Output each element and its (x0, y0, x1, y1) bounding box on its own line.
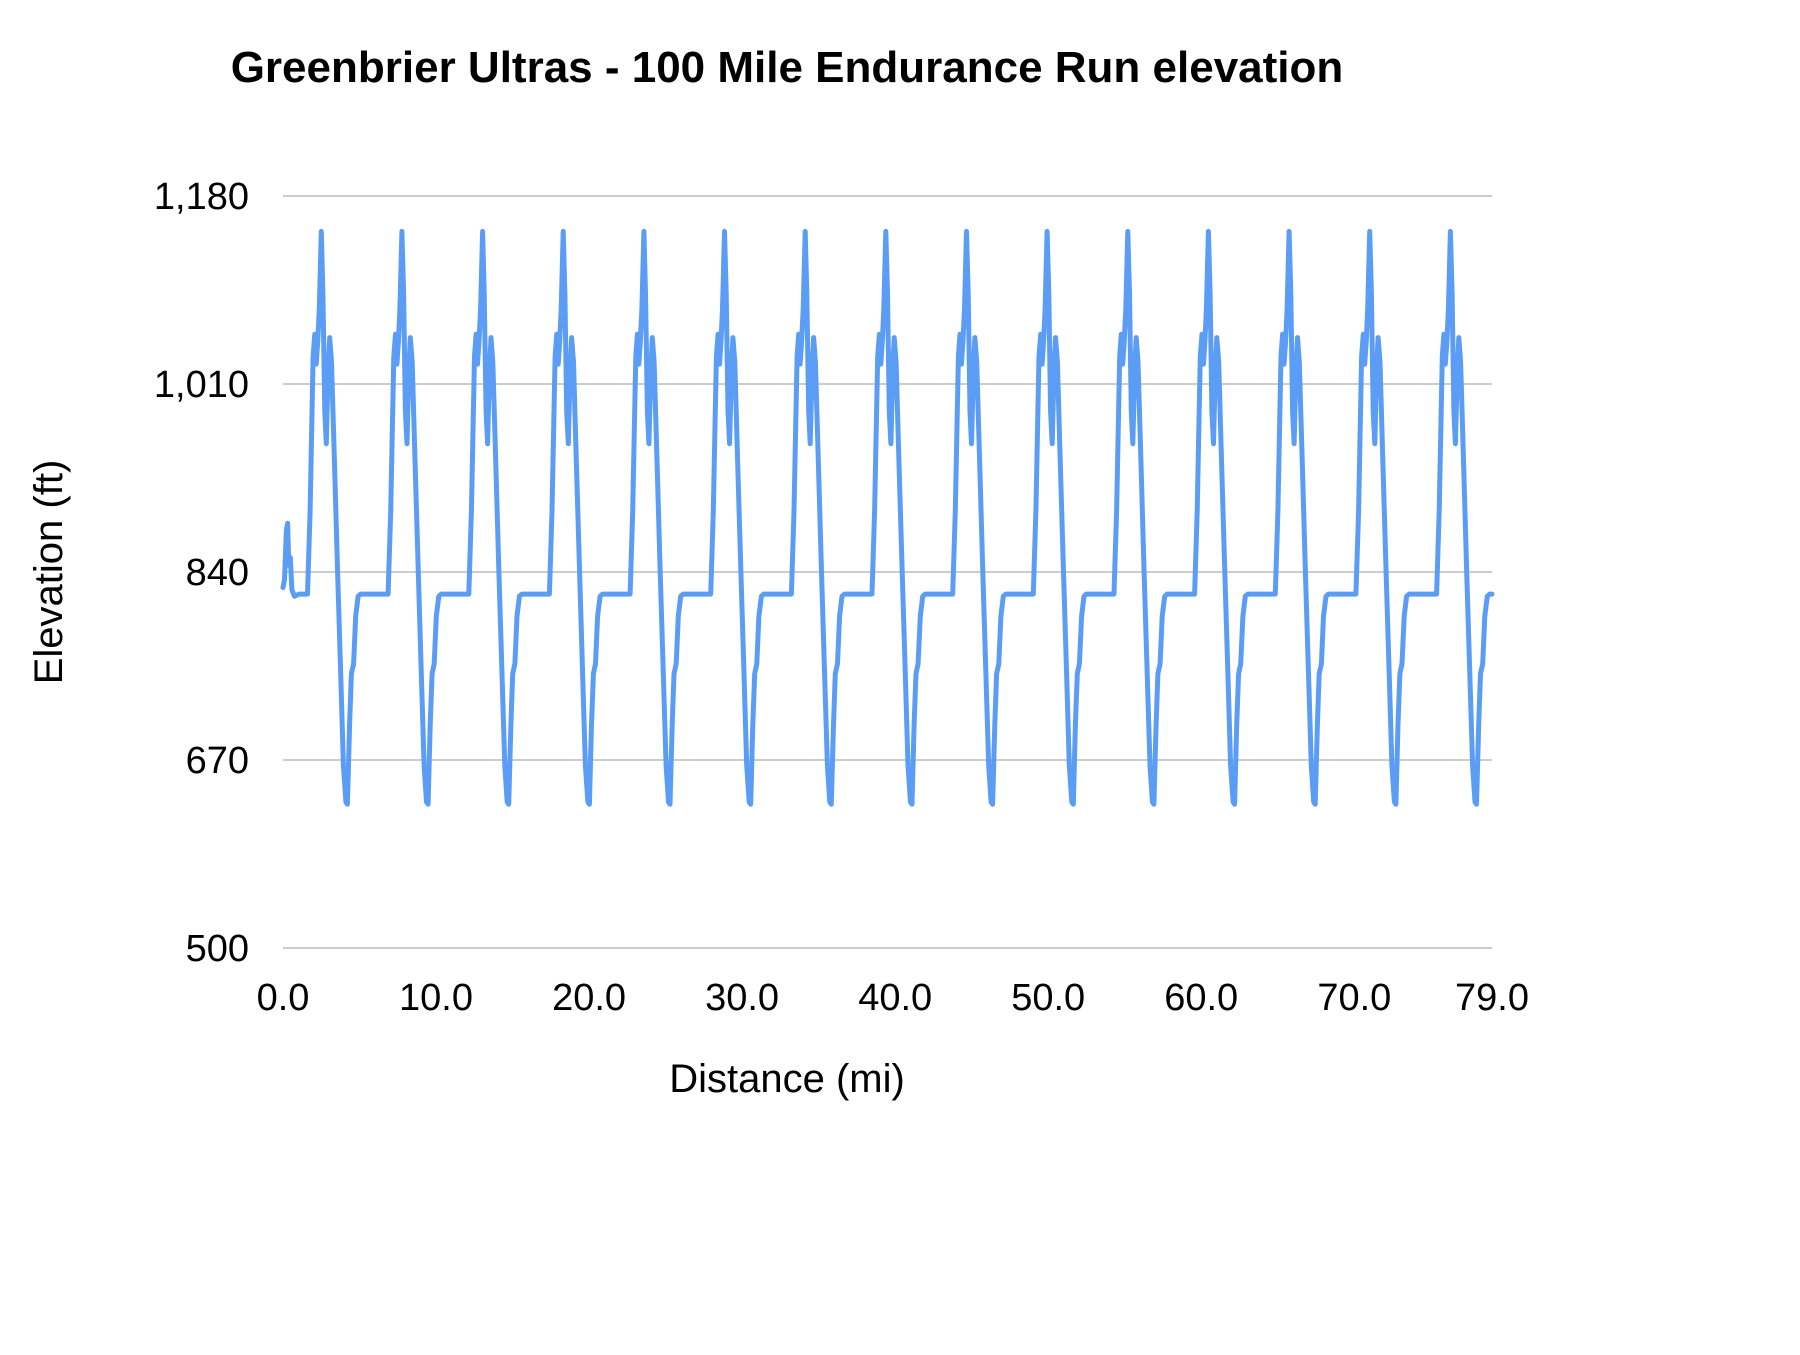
y-axis-tick-labels: 500 670 840 1,010 1,180 (154, 176, 249, 970)
x-tick-label: 60.0 (1164, 977, 1238, 1019)
x-tick-label: 0.0 (257, 977, 310, 1019)
x-tick-label: 50.0 (1011, 977, 1085, 1019)
x-tick-label: 30.0 (705, 977, 779, 1019)
y-tick-label: 670 (186, 740, 249, 782)
x-tick-label: 79.0 (1455, 977, 1529, 1019)
x-axis-title: Distance (mi) (669, 1057, 905, 1101)
x-tick-label: 20.0 (552, 977, 626, 1019)
x-tick-label: 10.0 (399, 977, 473, 1019)
y-tick-label: 1,010 (154, 364, 249, 406)
chart-title: Greenbrier Ultras - 100 Mile Endurance R… (231, 43, 1344, 92)
x-tick-label: 70.0 (1317, 977, 1391, 1019)
x-axis-tick-labels: 0.0 10.0 20.0 30.0 40.0 50.0 60.0 70.0 79.0 (257, 977, 1529, 1019)
y-tick-label: 840 (186, 552, 249, 594)
y-tick-label: 500 (186, 928, 249, 970)
elevation-line-series (280, 228, 1495, 807)
x-tick-label: 40.0 (858, 977, 932, 1019)
y-tick-label: 1,180 (154, 176, 249, 218)
y-axis-title: Elevation (ft) (27, 460, 71, 685)
